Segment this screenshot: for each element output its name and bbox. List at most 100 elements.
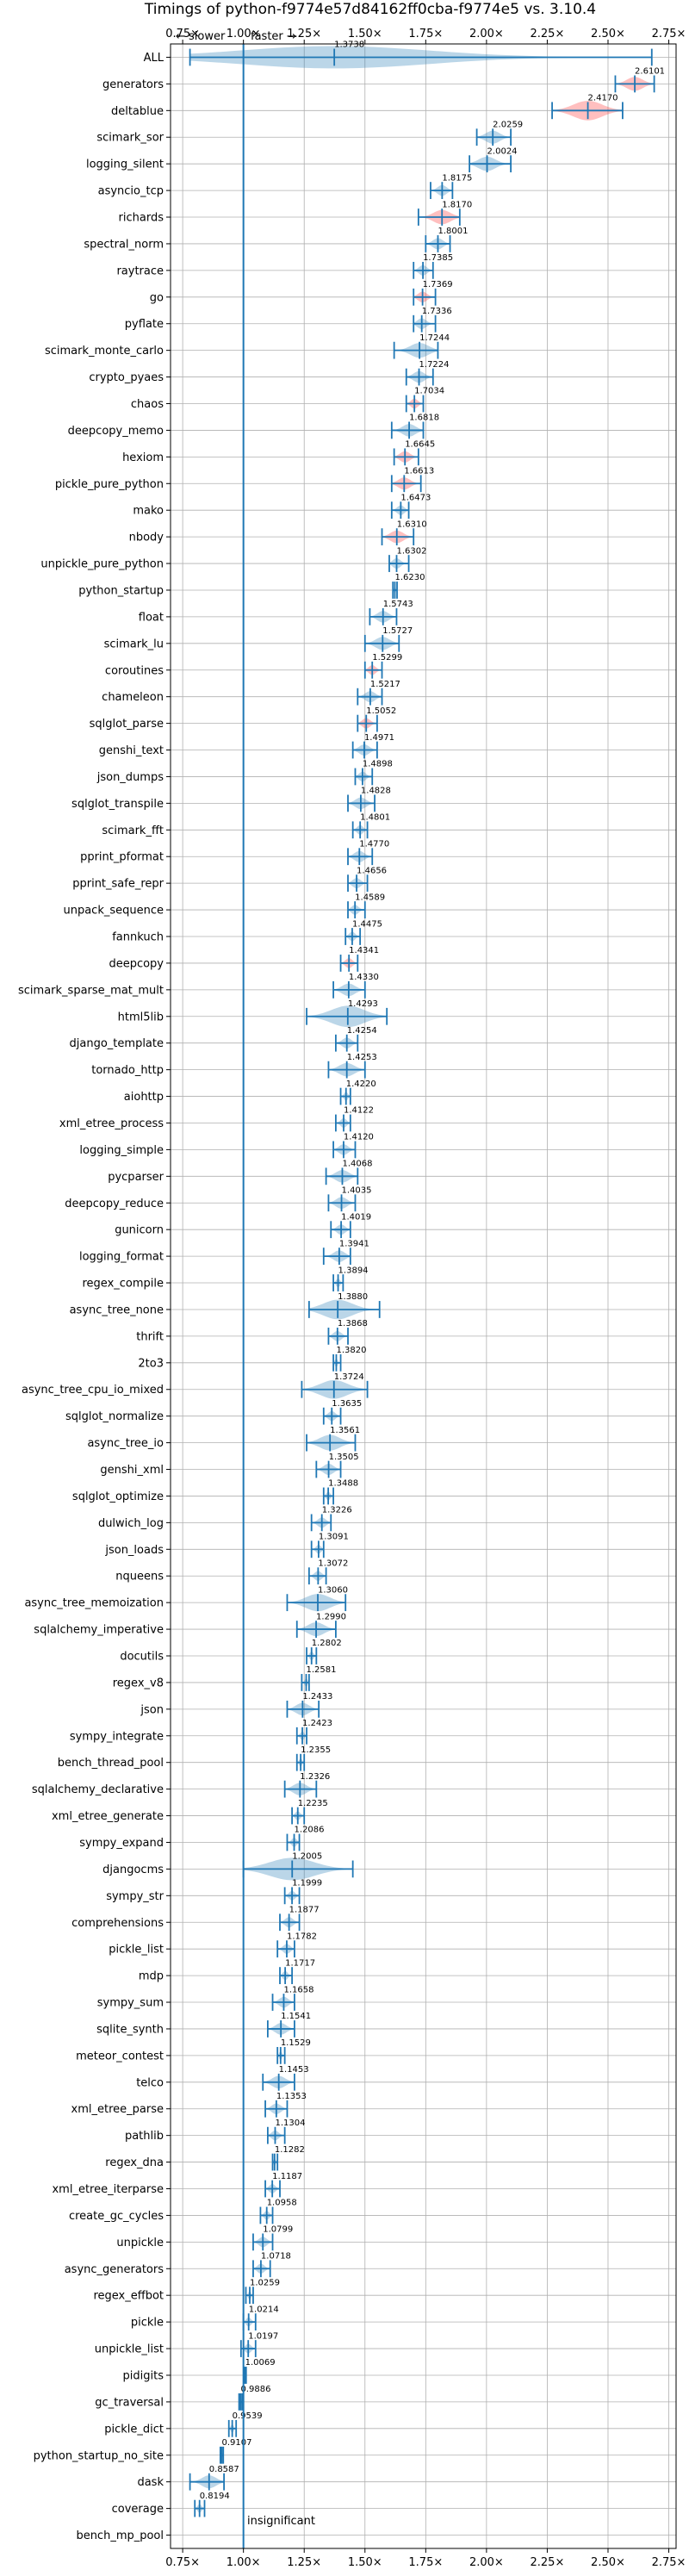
value-label-pickle_list: 1.1782 — [287, 1932, 317, 1941]
value-label-async_tree_io: 1.3561 — [330, 1426, 360, 1435]
ylabel-thrift: thrift — [136, 1330, 164, 1343]
value-label-mako: 1.6473 — [400, 493, 431, 502]
ylabel-unpickle_pure_python: unpickle_pure_python — [40, 558, 164, 571]
ylabel-xml_etree_process: xml_etree_process — [59, 1117, 164, 1130]
value-label-aiohttp: 1.4220 — [346, 1080, 376, 1089]
value-label-fannkuch: 1.4475 — [352, 919, 382, 929]
tick-bottom-label-1: 1.00× — [227, 2556, 261, 2569]
ylabel-sympy_integrate: sympy_integrate — [70, 1730, 164, 1743]
ylabel-scimark_lu: scimark_lu — [104, 638, 164, 650]
value-label-django_template: 1.4254 — [347, 1026, 377, 1036]
ylabel-telco: telco — [136, 2076, 164, 2089]
ylabel-async_tree_none: async_tree_none — [70, 1304, 164, 1316]
value-label-dask: 0.8587 — [209, 2465, 239, 2474]
value-label-djangocms: 1.2005 — [292, 1852, 322, 1862]
value-label-regex_dna: 1.1282 — [275, 2145, 305, 2155]
value-label-logging_simple: 1.4120 — [344, 1133, 374, 1142]
value-label-python_startup: 1.6230 — [394, 573, 425, 582]
value-label-pyflate: 1.7336 — [422, 307, 452, 316]
tick-top-label-7: 2.50× — [591, 28, 625, 40]
value-label-sqlglot_parse: 1.5052 — [366, 706, 396, 716]
ylabel-logging_simple: logging_simple — [79, 1144, 164, 1157]
ylabel-sqlalchemy_declarative: sqlalchemy_declarative — [32, 1783, 164, 1796]
value-label-scimark_lu: 1.5727 — [382, 626, 413, 636]
value-label-sqlite_synth: 1.1541 — [281, 2012, 311, 2021]
y-axis-labels: ALL generators deltablue scimark_sorlogging… — [18, 52, 171, 2542]
ylabel-go: go — [150, 291, 164, 304]
ylabel-mdp: mdp — [139, 1970, 164, 1983]
value-label-crypto_pyaes: 1.7224 — [419, 360, 450, 370]
value-label-2to3: 1.3820 — [336, 1346, 366, 1355]
value-label-meteor_contest: 1.1529 — [281, 2038, 311, 2048]
ylabel-comprehensions: comprehensions — [71, 1917, 164, 1930]
tick-top-label-4: 1.75× — [408, 28, 443, 40]
ylabel-python_startup_no_site: python_startup_no_site — [34, 2449, 164, 2462]
value-label-bench_thread_pool: 1.2355 — [301, 1745, 331, 1755]
value-label-deepcopy_reduce: 1.4035 — [342, 1186, 372, 1196]
tick-top-label-2: 1.25× — [287, 28, 321, 40]
ylabel-django_template: django_template — [70, 1037, 164, 1050]
value-label-json_dumps: 1.4898 — [363, 760, 393, 769]
tick-bottom-label-6: 2.25× — [531, 2556, 565, 2569]
value-label-asyncio_tcp: 1.8175 — [442, 173, 472, 183]
value-label-xml_etree_generate: 1.2235 — [298, 1799, 328, 1808]
ylabel-gc_traversal: gc_traversal — [95, 2396, 164, 2409]
ylabel-deltablue: deltablue — [111, 105, 164, 118]
value-label-logging_silent: 2.0024 — [487, 146, 518, 156]
benchmark-marks: 1.3738 2.6101 2.4170 2.0259 2.0024 1.8175 1.81… — [189, 40, 665, 2517]
ylabel-raytrace: raytrace — [116, 264, 164, 277]
ylabel-mako: mako — [133, 505, 164, 518]
ylabel-async_generators: async_generators — [65, 2263, 164, 2276]
value-label-json_loads: 1.3091 — [319, 1533, 349, 1542]
value-label-docutils: 1.2802 — [312, 1639, 342, 1648]
tick-top-label-1: 1.00× — [227, 28, 261, 40]
value-label-xml_etree_process: 1.4122 — [344, 1106, 374, 1116]
ylabel-bench_thread_pool: bench_thread_pool — [58, 1757, 164, 1770]
value-label-sqlglot_transpile: 1.4828 — [361, 787, 391, 796]
ylabel-regex_effbot: regex_effbot — [93, 2290, 164, 2303]
value-label-dulwich_log: 1.3226 — [322, 1506, 352, 1515]
value-label-unpickle_list: 1.0197 — [248, 2331, 278, 2341]
tick-bottom-label-4: 1.75× — [408, 2556, 443, 2569]
value-label-json: 1.2433 — [302, 1692, 332, 1702]
value-label-genshi_text: 1.4971 — [364, 733, 394, 743]
ylabel-sqlglot_transpile: sqlglot_transpile — [71, 798, 164, 811]
ylabel-scimark_sor: scimark_sor — [96, 132, 164, 145]
ylabel-djangocms: djangocms — [102, 1864, 164, 1876]
value-label-float: 1.5743 — [383, 600, 413, 609]
value-label-regex_compile: 1.3894 — [338, 1266, 369, 1275]
ylabel-bench_mp_pool: bench_mp_pool — [76, 2529, 164, 2542]
value-label-genshi_xml: 1.3505 — [329, 1453, 359, 1462]
value-label-async_tree_memoization: 1.3060 — [318, 1585, 348, 1595]
ylabel-ALL: ALL — [144, 52, 164, 65]
ylabel-pyflate: pyflate — [125, 318, 164, 331]
ylabel-chaos: chaos — [131, 398, 164, 411]
value-label-pickle: 1.0214 — [249, 2305, 279, 2314]
value-label-pickle_pure_python: 1.6613 — [404, 467, 434, 476]
ylabel-genshi_text: genshi_text — [99, 744, 164, 757]
tick-bottom-label-8: 2.75× — [652, 2556, 686, 2569]
ylabel-pprint_safe_repr: pprint_safe_repr — [72, 878, 164, 891]
ylabel-float: float — [139, 611, 164, 624]
value-label-coverage: 0.8194 — [200, 2492, 230, 2501]
ylabel-fannkuch: fannkuch — [112, 931, 164, 944]
ylabel-pickle: pickle — [131, 2317, 164, 2330]
value-label-go: 1.7369 — [423, 280, 453, 289]
ylabel-deepcopy_memo: deepcopy_memo — [68, 425, 164, 438]
tick-bottom-label-7: 2.50× — [591, 2556, 625, 2569]
ylabel-json_dumps: json_dumps — [96, 771, 164, 784]
ylabel-spectral_norm: spectral_norm — [84, 238, 164, 251]
ylabel-deepcopy_reduce: deepcopy_reduce — [65, 1198, 164, 1210]
value-label-mdp: 1.1717 — [285, 1958, 315, 1968]
ylabel-tornado_http: tornado_http — [91, 1064, 164, 1077]
ylabel-coroutines: coroutines — [105, 664, 164, 677]
ylabel-pycparser: pycparser — [108, 1171, 164, 1184]
value-label-scimark_monte_carlo: 1.7244 — [419, 333, 450, 343]
ylabel-sympy_str: sympy_str — [106, 1890, 164, 1903]
ylabel-regex_compile: regex_compile — [82, 1278, 164, 1291]
ylabel-logging_format: logging_format — [79, 1251, 164, 1264]
value-label-scimark_sparse_mat_mult: 1.4330 — [349, 973, 379, 982]
value-label-unpickle: 1.0799 — [263, 2225, 293, 2235]
value-label-sympy_integrate: 1.2423 — [302, 1719, 332, 1728]
ylabel-pickle_pure_python: pickle_pure_python — [55, 478, 164, 491]
